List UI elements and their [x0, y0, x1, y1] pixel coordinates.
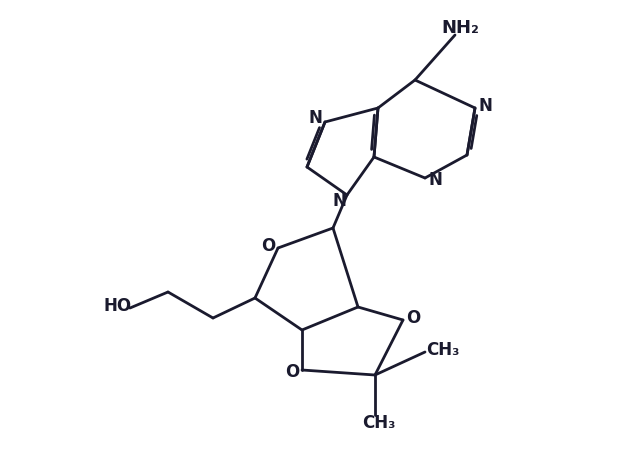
Text: O: O — [261, 237, 275, 255]
Text: NH₂: NH₂ — [441, 19, 479, 37]
Text: CH₃: CH₃ — [426, 341, 460, 359]
Text: N: N — [332, 192, 346, 210]
Text: N: N — [478, 97, 492, 115]
Text: CH₃: CH₃ — [362, 414, 396, 432]
Text: N: N — [308, 109, 322, 127]
Text: HO: HO — [104, 297, 132, 315]
Text: N: N — [428, 171, 442, 189]
Text: O: O — [285, 363, 299, 381]
Text: O: O — [406, 309, 420, 327]
